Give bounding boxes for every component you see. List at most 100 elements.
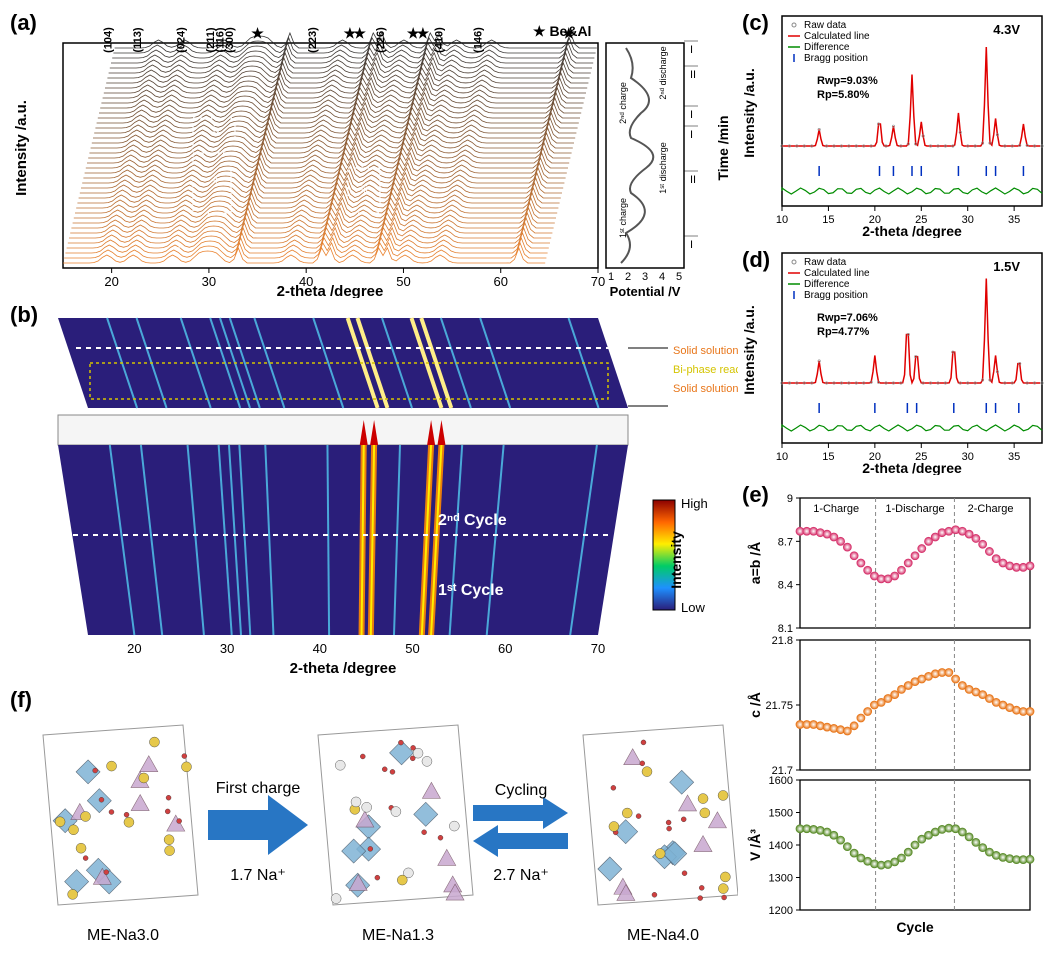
reaction-label-0: Solid solution reaction	[673, 345, 738, 357]
svg-text:4: 4	[659, 271, 665, 283]
svg-text:II: II	[690, 69, 696, 81]
colorbar-label: Intensity	[668, 531, 684, 589]
panel-e: (e) 1-Charge1-Discharge2-Charge8.18.48.7…	[740, 480, 1052, 940]
panel-e-xlabel: Cycle	[896, 919, 934, 935]
svg-text:ii: ii	[213, 175, 217, 186]
svg-text:iii: iii	[361, 185, 368, 196]
arrow2-top: Cycling	[495, 782, 547, 799]
svg-text:(104): (104)	[103, 27, 115, 53]
svg-text:ME-Na3.0: ME-Na3.0	[87, 927, 159, 944]
svg-text:5: 5	[676, 271, 682, 283]
panel-c-rwp: Rwp=9.03%	[817, 75, 878, 87]
svg-text:1200: 1200	[769, 905, 793, 917]
svg-text:(300): (300)	[224, 27, 236, 53]
svg-text:1ˢᵗ charge: 1ˢᵗ charge	[618, 198, 628, 238]
panel-c-voltage: 4.3V	[993, 22, 1020, 37]
panel-a-label: (a)	[10, 10, 37, 36]
panel-c-ylabel: Intensity /a.u.	[741, 68, 757, 157]
panel-d-label: (d)	[742, 247, 770, 273]
panel-d: (d) Raw dataCalculated lineDifferenceBra…	[740, 245, 1052, 475]
svg-text:ME-Na4.0: ME-Na4.0	[627, 927, 699, 944]
panel-d-rp: Rp=4.77%	[817, 326, 869, 338]
svg-text:21.8: 21.8	[772, 635, 793, 647]
panel-b-chart: Solid solution reaction Bi-phase reactio…	[8, 300, 738, 680]
svg-text:1ˢᵗ discharge: 1ˢᵗ discharge	[658, 142, 668, 194]
svg-text:30: 30	[962, 451, 974, 463]
svg-text:70: 70	[591, 274, 605, 289]
panel-f-chart: ME-Na3.0 ME-Na1.3 ME-Na4.0 First charge 1.…	[8, 685, 738, 960]
svg-text:8.1: 8.1	[778, 623, 793, 635]
svg-text:1300: 1300	[769, 873, 793, 885]
panel-d-chart: Raw dataCalculated lineDifferenceBragg p…	[740, 245, 1052, 475]
svg-text:30: 30	[962, 214, 974, 226]
svg-text:(223): (223)	[307, 27, 319, 53]
svg-text:Bragg position: Bragg position	[804, 290, 868, 301]
colorbar-low: Low	[681, 600, 705, 615]
svg-text:1: 1	[608, 271, 614, 283]
svg-text:2: 2	[625, 271, 631, 283]
panel-a-chart: (104)(113)(024)(211)(116)(300)(223)(226)…	[8, 8, 738, 298]
svg-text:i: i	[178, 240, 180, 251]
svg-text:Bragg position: Bragg position	[804, 53, 868, 64]
svg-text:Raw data: Raw data	[804, 257, 847, 268]
panel-b-label: (b)	[10, 302, 38, 328]
svg-text:9: 9	[787, 493, 793, 505]
svg-text:10: 10	[776, 451, 788, 463]
svg-text:30: 30	[220, 641, 234, 656]
svg-text:ME-Na1.3: ME-Na1.3	[362, 927, 434, 944]
svg-text:(113): (113)	[132, 27, 144, 52]
svg-text:35: 35	[1008, 451, 1020, 463]
reaction-label-2: Solid solution reaction	[673, 383, 738, 395]
cycle-1-label: 1ˢᵗ Cycle	[438, 582, 504, 599]
panel-b: (b) Solid solution reaction Bi-phase rea…	[8, 300, 738, 680]
svg-text:60: 60	[498, 641, 512, 656]
svg-text:(024): (024)	[176, 27, 188, 53]
panel-e-label: (e)	[742, 482, 769, 508]
svg-text:a=b /Å: a=b /Å	[747, 542, 763, 584]
svg-text:Calculated line: Calculated line	[804, 31, 870, 42]
svg-text:Calculated line: Calculated line	[804, 268, 870, 279]
arrow1-top: First charge	[216, 780, 301, 797]
arrow2-bottom: 2.7 Na⁺	[493, 867, 549, 884]
svg-text:Difference: Difference	[804, 42, 850, 53]
svg-text:1600: 1600	[769, 775, 793, 787]
svg-text:15: 15	[822, 451, 834, 463]
svg-text:I: I	[690, 44, 693, 56]
panel-d-ylabel: Intensity /a.u.	[741, 305, 757, 394]
colorbar-high: High	[681, 496, 708, 511]
panel-a: (a) (104)(113)(024)(211)(116)(300)(223)(…	[8, 8, 738, 298]
svg-text:21.75: 21.75	[765, 700, 793, 712]
svg-text:V /Å³: V /Å³	[747, 829, 763, 861]
arrow1-bottom: 1.7 Na⁺	[230, 867, 286, 884]
cycle-2-label: 2ⁿᵈ Cycle	[438, 512, 507, 529]
svg-text:Raw data: Raw data	[804, 20, 847, 31]
panel-a-xlabel: 2-theta /degree	[277, 283, 384, 298]
svg-text:1400: 1400	[769, 840, 793, 852]
panel-a-ylabel: Intensity /a.u.	[13, 100, 30, 196]
svg-text:70: 70	[591, 641, 605, 656]
svg-text:20: 20	[127, 641, 141, 656]
svg-text:20: 20	[104, 274, 118, 289]
svg-text:2ⁿᵈ discharge: 2ⁿᵈ discharge	[658, 46, 668, 99]
svg-text:1-Discharge: 1-Discharge	[885, 503, 944, 515]
svg-text:iv: iv	[213, 125, 220, 136]
panel-c-xlabel: 2-theta /degree	[862, 223, 962, 238]
svg-text:15: 15	[822, 214, 834, 226]
panel-f-label: (f)	[10, 687, 32, 713]
panel-d-rwp: Rwp=7.06%	[817, 312, 878, 324]
svg-text:35: 35	[1008, 214, 1020, 226]
star-label: ★ Be&Al	[533, 23, 591, 39]
panel-f: (f) ME-Na3.0 ME-Na1.3 ME-Na4.0 First charg…	[8, 685, 738, 960]
svg-text:2-Charge: 2-Charge	[968, 503, 1014, 515]
svg-text:★: ★	[251, 25, 264, 41]
svg-text:10: 10	[776, 214, 788, 226]
time-label: Time /min	[715, 115, 731, 180]
svg-text:I: I	[690, 239, 693, 251]
panel-d-voltage: 1.5V	[993, 259, 1020, 274]
svg-text:1500: 1500	[769, 808, 793, 820]
svg-text:(146): (146)	[472, 27, 484, 53]
svg-text:8.7: 8.7	[778, 536, 793, 548]
svg-text:60: 60	[493, 274, 507, 289]
svg-text:★: ★	[353, 25, 366, 41]
svg-text:30: 30	[202, 274, 216, 289]
